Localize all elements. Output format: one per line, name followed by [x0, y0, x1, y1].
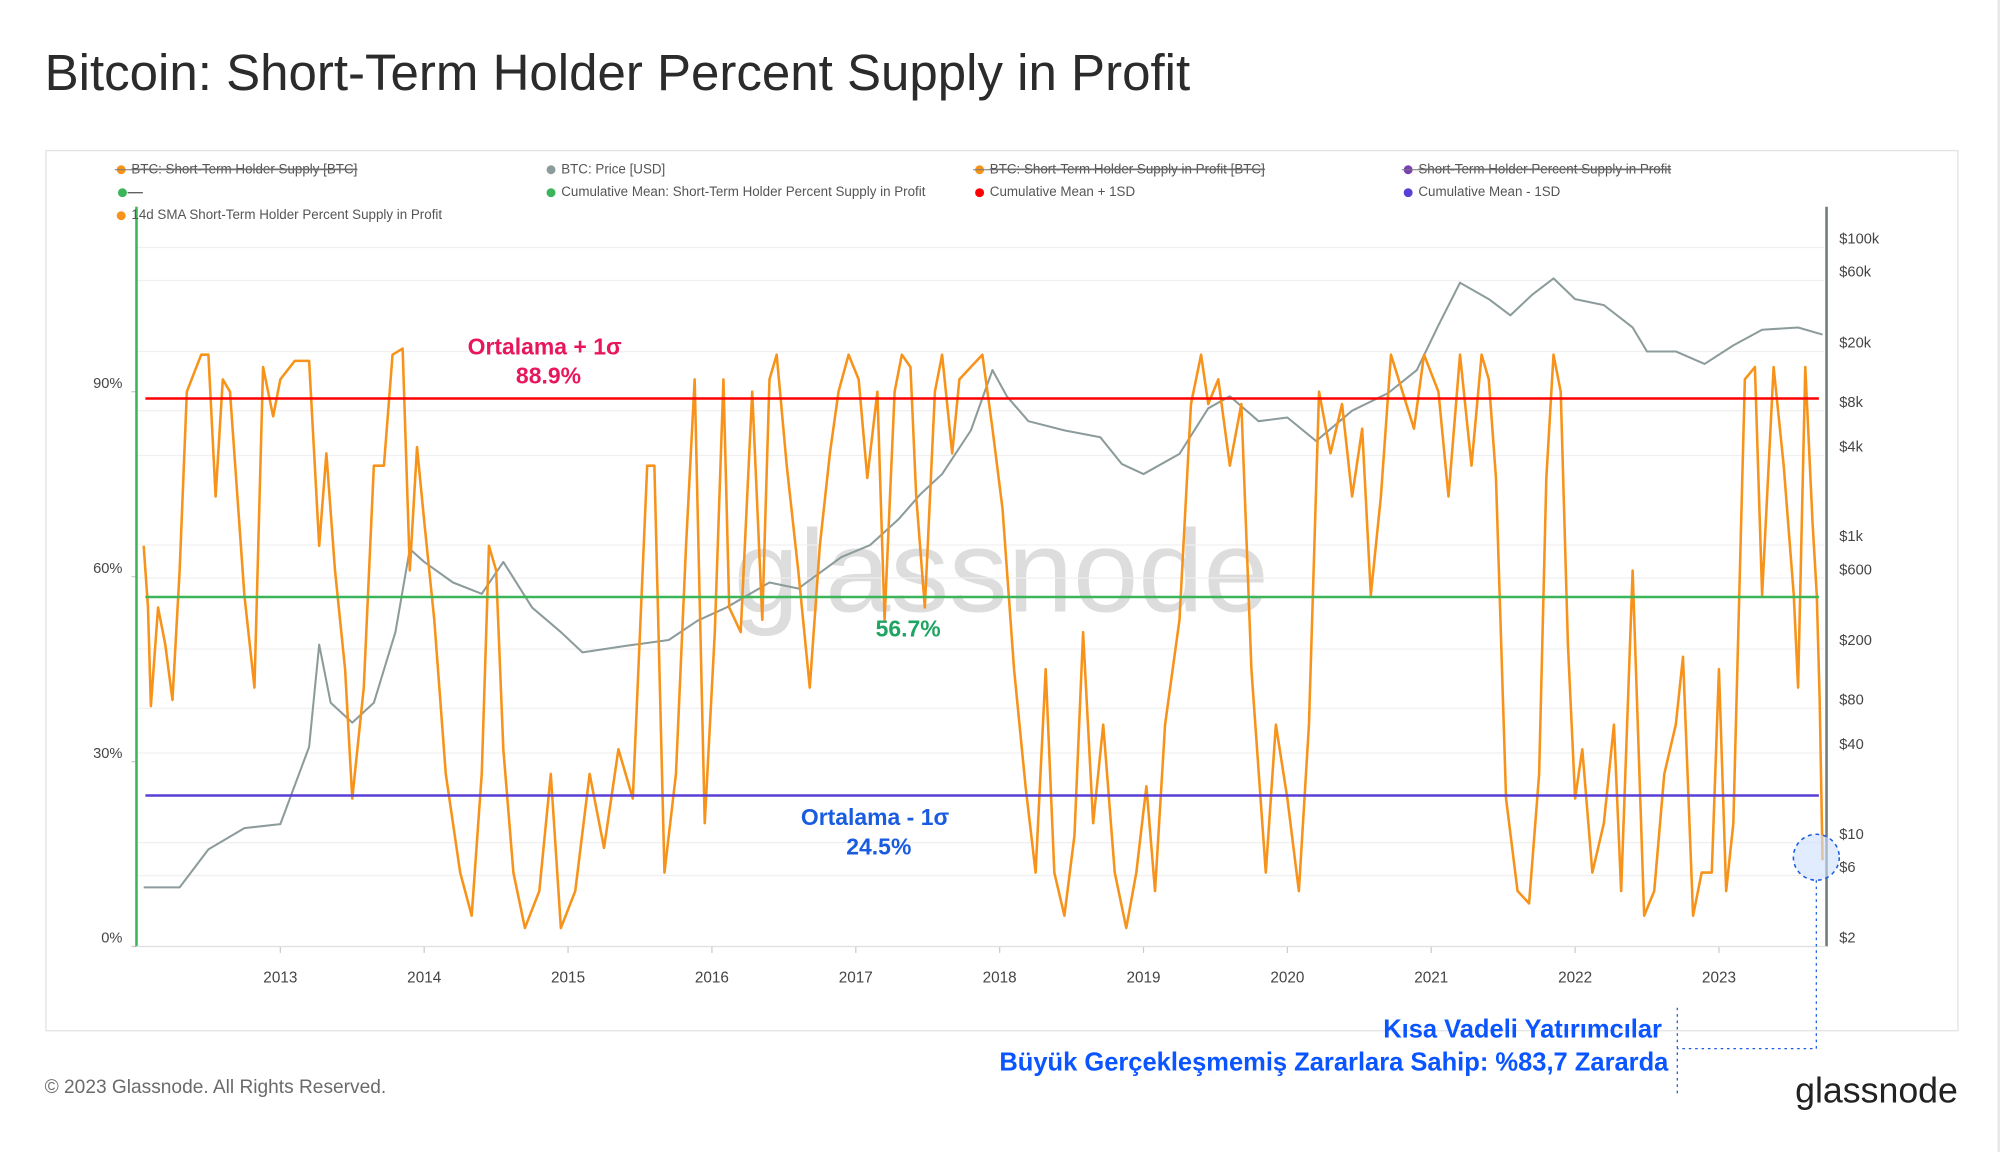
legend-swatch	[546, 165, 556, 175]
y-tick-label: 30%	[93, 746, 122, 762]
y2-tick-label: $200	[1839, 633, 1872, 649]
y-tick-label: 90%	[93, 376, 122, 392]
legend-label: Cumulative Mean - 1SD	[1418, 184, 1560, 199]
y2-tick-label: $2	[1839, 931, 1855, 947]
legend-label: BTC: Price [USD]	[561, 161, 665, 176]
x-tick-label: 2014	[407, 969, 442, 986]
legend-label: 14d SMA Short-Term Holder Percent Supply…	[131, 207, 442, 222]
x-tick-label: 2013	[263, 969, 297, 986]
y2-tick-label: $60k	[1839, 265, 1871, 281]
y2-tick-label: $40	[1839, 737, 1863, 753]
legend-label: BTC: Short-Term Holder Supply in Profit …	[990, 161, 1265, 176]
x-tick-label: 2019	[1126, 969, 1160, 986]
legend-label: Cumulative Mean + 1SD	[990, 184, 1136, 199]
legend-dot	[117, 188, 127, 198]
legend-label: Short-Term Holder Percent Supply in Prof…	[1418, 161, 1671, 176]
price-line	[143, 277, 1823, 889]
y2-tick-label: $6	[1839, 860, 1855, 876]
x-tick-label: 2020	[1270, 969, 1304, 986]
chart-frame	[45, 149, 1959, 1032]
reference-label: Ortalama + 1σ	[468, 333, 622, 359]
y2-tick-label: $10	[1839, 827, 1863, 843]
x-tick-label: 2018	[983, 969, 1017, 986]
y2-tick-label: $600	[1839, 562, 1872, 578]
y2-tick-label: $4k	[1839, 440, 1863, 456]
x-tick-label: 2022	[1558, 969, 1592, 986]
legend-swatch	[1403, 188, 1413, 198]
legend-swatch	[975, 188, 985, 198]
y2-tick-label: $8k	[1839, 395, 1863, 411]
legend-label: BTC: Short-Term Holder Supply [BTC]	[131, 161, 357, 176]
callout-connector	[1677, 880, 1817, 1050]
reference-value: 88.9%	[516, 363, 581, 389]
y2-tick-label: $20k	[1839, 336, 1871, 352]
reference-label: Ortalama - 1σ	[801, 804, 950, 830]
reference-value: 56.7%	[876, 615, 941, 641]
y2-tick-label: $100k	[1839, 232, 1880, 248]
annotation: Büyük Gerçekleşmemiş Zararlara Sahip: %8…	[999, 1049, 1669, 1077]
x-tick-label: 2017	[839, 969, 873, 986]
y-tick-label: 60%	[93, 561, 122, 577]
legend-swatch	[116, 211, 126, 221]
annotation: Kısa Vadeli Yatırımcılar	[1383, 1015, 1662, 1043]
legend-label: Cumulative Mean: Short-Term Holder Perce…	[561, 184, 926, 199]
edge	[1997, 0, 2000, 1152]
brand-logo: glassnode	[1795, 1071, 1958, 1111]
series-line	[142, 347, 1824, 930]
y2-tick-label: $1k	[1839, 529, 1863, 545]
x-tick-label: 2015	[551, 969, 585, 986]
highlight-circle	[1792, 833, 1841, 881]
x-tick-label: 2021	[1414, 969, 1448, 986]
y2-tick-label: $80	[1839, 692, 1863, 708]
x-tick-label: 2023	[1702, 969, 1736, 986]
y-tick-label: 0%	[101, 931, 122, 947]
x-tick-label: 2016	[695, 969, 729, 986]
footer: © 2023 Glassnode. All Rights Reserved.	[45, 1077, 387, 1098]
plot: $2 $6 $10 $40 $80 $200 $600 $1k $4k $8k $20k $60k $1…	[93, 232, 1880, 987]
chart-title: Bitcoin: Short-Term Holder Percent Suppl…	[45, 44, 1191, 101]
reference-value: 24.5%	[846, 833, 911, 859]
legend-swatch	[546, 188, 556, 198]
